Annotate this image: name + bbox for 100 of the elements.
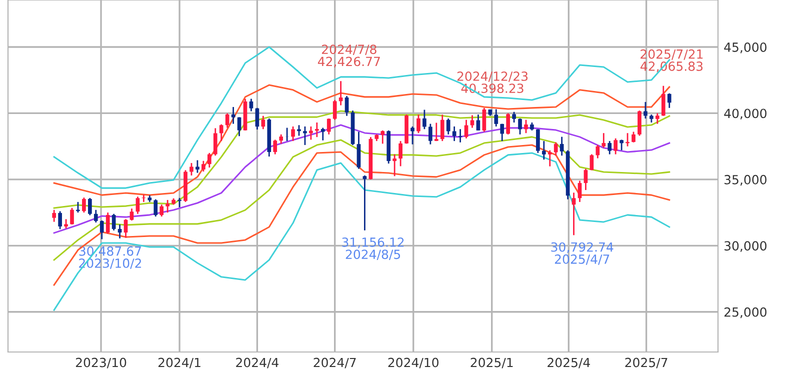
candlestick [58, 210, 62, 230]
candlestick [291, 126, 295, 142]
candlestick [261, 115, 266, 130]
candlestick [542, 140, 546, 160]
candlestick [320, 127, 325, 142]
candlestick [94, 209, 98, 224]
x-tick-label: 2025/7 [625, 358, 668, 368]
candlestick [638, 110, 642, 136]
x-tick-label: 2025/1 [470, 358, 513, 368]
candlestick [548, 150, 552, 168]
y-tick-label: 30,000 [724, 241, 766, 252]
candlestick [434, 122, 438, 142]
candlestick [506, 112, 510, 136]
candlestick [166, 199, 170, 214]
candlestick [82, 196, 86, 214]
candlestick [500, 123, 504, 142]
candlestick [344, 95, 349, 117]
y-tick-label: 25,000 [724, 307, 766, 318]
annotation: 31,156.12 2024/8/5 [342, 238, 404, 260]
candlestick [476, 114, 480, 132]
candlestick [518, 118, 522, 136]
candlestick [452, 126, 456, 142]
candlestick [273, 139, 278, 155]
candlestick [422, 109, 426, 130]
x-tick-label: 2023/10 [76, 358, 126, 368]
candlestick [584, 168, 588, 191]
candlestick [237, 116, 242, 137]
candlestick [578, 180, 582, 203]
candlestick [213, 128, 218, 156]
candlestick [303, 126, 307, 146]
candlestick [632, 131, 636, 144]
candlestick [470, 114, 474, 128]
candlestick [100, 220, 104, 240]
line-series [53, 144, 670, 286]
candlestick [608, 140, 612, 155]
candlestick [464, 119, 468, 140]
x-tick-label: 2024/4 [236, 358, 278, 368]
candlestick [326, 118, 331, 136]
annotation: 30,792.74 2025/4/7 [551, 242, 614, 265]
candlestick [554, 142, 558, 156]
candlestick [231, 106, 236, 125]
candlestick [255, 107, 260, 130]
candlestick [124, 218, 128, 238]
candlestick [440, 114, 444, 142]
candlestick [614, 138, 618, 155]
candlestick [572, 192, 576, 236]
candlestick [620, 139, 624, 152]
x-tick-label: 2024/1 [158, 358, 200, 368]
candlestick [106, 212, 110, 234]
candlestick [190, 162, 194, 176]
candlestick [655, 112, 660, 125]
candlestick [380, 130, 385, 144]
candlestick [160, 204, 164, 218]
candlestick [410, 126, 414, 146]
candlestick [428, 123, 432, 146]
candlestick [362, 174, 367, 232]
x-tick-label: 2024/7 [314, 358, 356, 368]
y-tick-label: 45,000 [724, 42, 766, 54]
candlestick [219, 124, 224, 142]
candlestick [524, 119, 528, 134]
candlestick [458, 128, 462, 144]
line-series [53, 110, 670, 209]
candlestick [667, 92, 672, 109]
candlestick [590, 154, 594, 171]
candlestick [356, 131, 361, 170]
candlestick [644, 101, 648, 120]
candlestick [202, 160, 206, 172]
candlestick [661, 85, 666, 117]
candlestick [136, 196, 140, 215]
candlestick [130, 208, 134, 222]
candlestick [52, 209, 56, 223]
candlestick [249, 98, 254, 112]
candlestick [560, 136, 564, 156]
candlestick [64, 218, 68, 230]
candlestick [154, 198, 158, 218]
x-tick-label: 2025/4 [548, 358, 590, 368]
y-tick-label: 40,000 [724, 108, 766, 120]
candlestick [196, 160, 200, 174]
candlestick [70, 207, 74, 226]
line-series [53, 84, 670, 196]
line-series [53, 124, 670, 234]
candlestick [207, 152, 212, 168]
candlestick [536, 128, 540, 154]
candlestick [512, 111, 516, 124]
line-series [53, 152, 670, 311]
annotation: 2024/7/8 42,426.77 [318, 44, 380, 68]
candlestick [482, 107, 486, 132]
candlestick [112, 213, 116, 232]
candlestick [602, 132, 606, 148]
candlestick [309, 126, 313, 140]
candlestick [494, 108, 498, 128]
candlestick [315, 122, 319, 138]
candlestick [446, 118, 450, 136]
candlestick [88, 197, 92, 216]
candlestick [398, 140, 402, 167]
candlestick [392, 154, 396, 177]
candlestick [178, 197, 182, 208]
x-tick-label: 2024/10 [388, 358, 438, 368]
candlestick [279, 134, 283, 144]
candlestick [416, 114, 420, 134]
